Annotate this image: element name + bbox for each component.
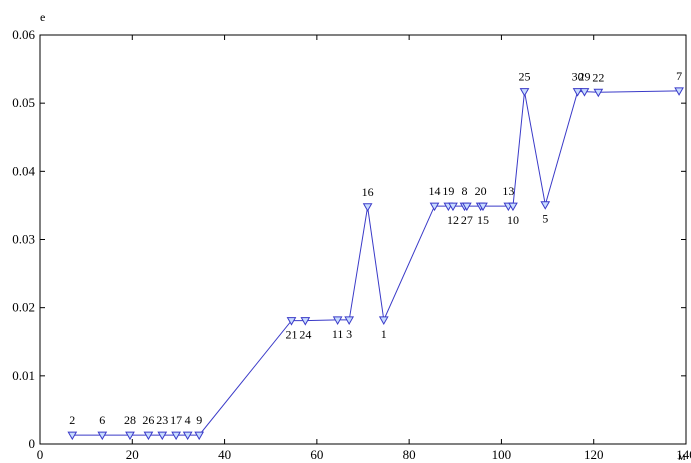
plot-area-frame <box>39 34 687 445</box>
data-point-marker <box>143 431 154 441</box>
data-point-label: 10 <box>507 213 519 227</box>
y-tick-label: 0.01 <box>12 368 35 383</box>
data-point-label: 15 <box>477 213 489 227</box>
data-point-marker <box>194 431 205 441</box>
data-point-label: 3 <box>346 327 352 341</box>
data-point-label: 22 <box>592 70 604 84</box>
data-point-label: 17 <box>170 413 182 427</box>
data-point-label: 7 <box>676 69 682 83</box>
y-tick-label: 0.06 <box>12 27 35 42</box>
x-tick-label: 60 <box>310 447 323 462</box>
data-point-marker <box>171 431 181 441</box>
series-line <box>72 90 680 436</box>
y-axis-label: e <box>40 10 45 24</box>
data-point-marker <box>572 88 583 97</box>
data-point-label: 26 <box>142 413 154 427</box>
data-point-marker <box>67 431 78 441</box>
data-point-marker <box>674 87 684 96</box>
x-tick-label: 40 <box>218 447 231 462</box>
x-tick-label: 140 <box>676 447 691 462</box>
data-point-marker <box>461 202 472 212</box>
y-tick-label: 0 <box>29 436 36 451</box>
data-point-marker <box>362 203 373 212</box>
y-axis-ticks: 0 0.01 0.02 0.03 0.04 0.05 0.06 <box>12 27 686 451</box>
data-point-label: 25 <box>519 70 531 84</box>
x-tick-label: 0 <box>37 447 44 462</box>
data-point-marker <box>125 431 135 441</box>
data-point-label: 29 <box>578 70 590 84</box>
data-point-marker <box>429 202 440 212</box>
data-point-label: 16 <box>362 185 374 199</box>
data-point-marker <box>593 88 604 98</box>
data-point-label: 24 <box>299 328 311 342</box>
data-point-label: 6 <box>99 413 105 427</box>
data-point-marker <box>519 88 530 97</box>
data-point-label: 23 <box>156 413 168 427</box>
y-tick-label: 0.02 <box>12 300 35 315</box>
data-point-marker <box>540 201 551 210</box>
data-point-marker <box>182 431 193 441</box>
data-point-label: 1 <box>381 327 387 341</box>
data-point-marker <box>478 202 488 212</box>
data-point-marker <box>448 202 458 212</box>
data-point-label: 2 <box>69 413 75 427</box>
data-markers <box>67 87 684 441</box>
data-point-label: 20 <box>475 184 487 198</box>
data-point-label: 30 <box>572 70 584 84</box>
data-point-marker <box>300 317 311 326</box>
data-point-marker <box>97 431 108 441</box>
data-point-marker <box>344 316 355 325</box>
data-point-marker <box>508 202 518 212</box>
data-point-marker <box>286 317 297 326</box>
data-point-marker <box>378 316 389 325</box>
data-point-label: 5 <box>542 212 548 226</box>
x-tick-label: 120 <box>584 447 604 462</box>
y-tick-label: 0.04 <box>12 163 35 178</box>
data-point-label: 8 <box>462 184 468 198</box>
y-tick-label: 0.03 <box>12 232 35 247</box>
x-tick-label: 80 <box>403 447 416 462</box>
data-point-label: 12 <box>447 213 459 227</box>
x-axis-label: м <box>678 449 686 463</box>
data-point-marker <box>157 431 168 441</box>
data-point-label: 21 <box>285 328 297 342</box>
data-point-label: 28 <box>124 413 136 427</box>
data-point-label: 19 <box>442 184 454 198</box>
data-point-label: 14 <box>429 184 441 198</box>
data-point-marker <box>332 316 343 325</box>
data-point-label: 4 <box>185 413 191 427</box>
y-tick-label: 0.05 <box>12 95 35 110</box>
x-tick-label: 100 <box>492 447 512 462</box>
data-point-label: 11 <box>332 327 344 341</box>
data-point-label: 13 <box>502 184 514 198</box>
data-point-label: 27 <box>461 213 473 227</box>
data-point-label: 9 <box>196 413 202 427</box>
x-tick-label: 20 <box>126 447 139 462</box>
data-point-marker <box>579 88 590 97</box>
